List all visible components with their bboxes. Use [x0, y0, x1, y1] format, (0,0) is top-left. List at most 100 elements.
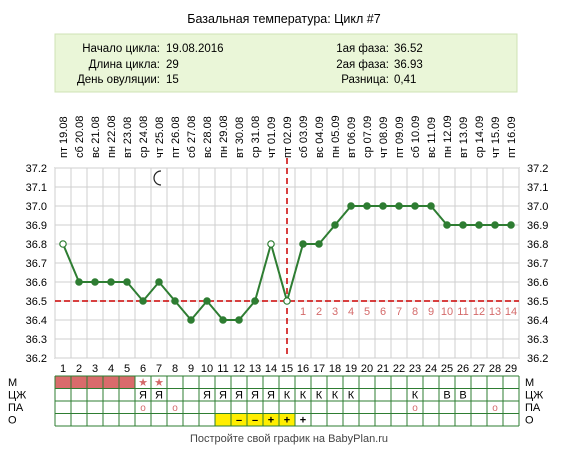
y-tick-label-right: 37.1 — [527, 182, 548, 194]
data-point — [267, 240, 275, 248]
date-label: вт 06.09 — [346, 117, 358, 158]
y-tick-label-right: 36.4 — [527, 315, 548, 327]
row-cell: К — [300, 390, 307, 402]
highlight-cell — [231, 413, 247, 426]
row-label-right: ЦЖ — [525, 390, 543, 402]
phase-number: 2 — [316, 306, 322, 318]
y-tick-label-left: 37.0 — [26, 201, 47, 213]
y-tick-label-left: 36.2 — [26, 353, 47, 365]
x-tick-labels: 1 2 3 4 5 6 7 8 9 10 11 12 13 14 15 16 17 18 19 20 21 22 23 24 2… — [60, 363, 517, 375]
date-label: ср 14.09 — [474, 116, 486, 158]
day-label: 6 — [140, 363, 146, 375]
date-label: вт 13.09 — [458, 117, 470, 158]
cycle-start-label: Начало цикла: — [82, 43, 160, 55]
row-label-right: О — [525, 415, 534, 427]
row-cell: – — [236, 415, 242, 427]
row-label-right: М — [525, 377, 534, 389]
phase-number: 3 — [332, 306, 338, 318]
data-point — [171, 297, 179, 305]
phase-number: 6 — [380, 306, 386, 318]
day-label: 5 — [124, 363, 130, 375]
period-cell — [71, 376, 87, 389]
row-cell: Я — [235, 390, 243, 402]
date-label: пн 29.08 — [218, 115, 230, 158]
row-cell: ★ — [154, 377, 164, 389]
date-label: сб 03.09 — [298, 116, 310, 158]
date-labels: пт 19.08 сб 20.08 вс 21.08 пн 22.08 вт 23.08… — [58, 115, 518, 158]
row-cell: + — [268, 415, 274, 427]
day-label: 18 — [329, 363, 341, 375]
row-cell: – — [252, 415, 258, 427]
y-tick-label-right: 36.3 — [527, 334, 548, 346]
phase-numbers: 1 2 3 4 5 6 7 8 9 10 11 12 13 14 — [300, 306, 517, 318]
day-label: 8 — [172, 363, 178, 375]
row-cell: о — [492, 403, 498, 414]
chart-title: Базальная температура: Цикл #7 — [187, 12, 380, 26]
phase-number: 4 — [348, 306, 354, 318]
y-tick-label-right: 36.5 — [527, 296, 548, 308]
day-label: 22 — [393, 363, 405, 375]
data-point — [139, 297, 147, 305]
phase-number: 1 — [300, 306, 306, 318]
period-cell — [87, 376, 103, 389]
date-label: вс 21.08 — [90, 116, 102, 158]
row-cell: Я — [155, 390, 163, 402]
y-tick-label-right: 36.9 — [527, 220, 548, 232]
y-tick-label-left: 37.1 — [26, 182, 47, 194]
phase2-value: 36.93 — [394, 59, 423, 71]
day-label: 12 — [233, 363, 245, 375]
day-label: 4 — [108, 363, 114, 375]
row-cell: К — [284, 390, 291, 402]
data-point — [203, 297, 211, 305]
date-label: вс 28.08 — [202, 116, 214, 158]
row-cell: о — [172, 403, 178, 414]
date-label: чт 15.09 — [490, 117, 502, 158]
data-point — [475, 221, 483, 229]
row-cell: + — [300, 415, 306, 427]
period-cell — [103, 376, 119, 389]
phase-number: 7 — [396, 306, 402, 318]
data-point — [395, 202, 403, 210]
date-label: пн 12.09 — [442, 115, 454, 158]
data-point — [491, 221, 499, 229]
row-cell: В — [459, 390, 466, 402]
day-label: 16 — [297, 363, 309, 375]
phase-number: 14 — [505, 306, 517, 318]
row-cell: Я — [203, 390, 211, 402]
day-label: 27 — [473, 363, 485, 375]
difference-value: 0,41 — [394, 74, 416, 86]
data-point — [75, 278, 83, 286]
row-cell: Я — [219, 390, 227, 402]
y-tick-label-left: 36.6 — [26, 277, 47, 289]
data-point — [315, 240, 323, 248]
day-label: 24 — [425, 363, 437, 375]
data-point — [347, 202, 355, 210]
day-label: 13 — [249, 363, 261, 375]
data-point — [107, 278, 115, 286]
day-label: 19 — [345, 363, 357, 375]
row-cell: Я — [251, 390, 259, 402]
date-label: чт 01.09 — [266, 117, 278, 158]
phase-number: 11 — [457, 306, 468, 318]
phase-number: 9 — [428, 306, 434, 318]
phase-number: 5 — [364, 306, 370, 318]
row-cell: + — [284, 415, 290, 427]
date-label: сб 20.08 — [74, 116, 86, 158]
day-label: 26 — [457, 363, 469, 375]
date-label: ср 07.09 — [362, 116, 374, 158]
moon-marker — [153, 170, 162, 186]
y-tick-label-left: 37.2 — [26, 163, 47, 175]
day-label: 15 — [281, 363, 293, 375]
row-cell: В — [443, 390, 450, 402]
row-cell: Я — [267, 390, 275, 402]
date-label: пт 26.08 — [170, 116, 182, 158]
date-label: вт 30.08 — [234, 117, 246, 158]
data-point — [443, 221, 451, 229]
row-cell: К — [316, 390, 323, 402]
row-label-left: ЦЖ — [8, 390, 26, 402]
day-label: 1 — [60, 363, 66, 375]
phase-number: 12 — [473, 306, 485, 318]
date-label: чт 08.09 — [378, 117, 390, 158]
day-label: 29 — [505, 363, 517, 375]
